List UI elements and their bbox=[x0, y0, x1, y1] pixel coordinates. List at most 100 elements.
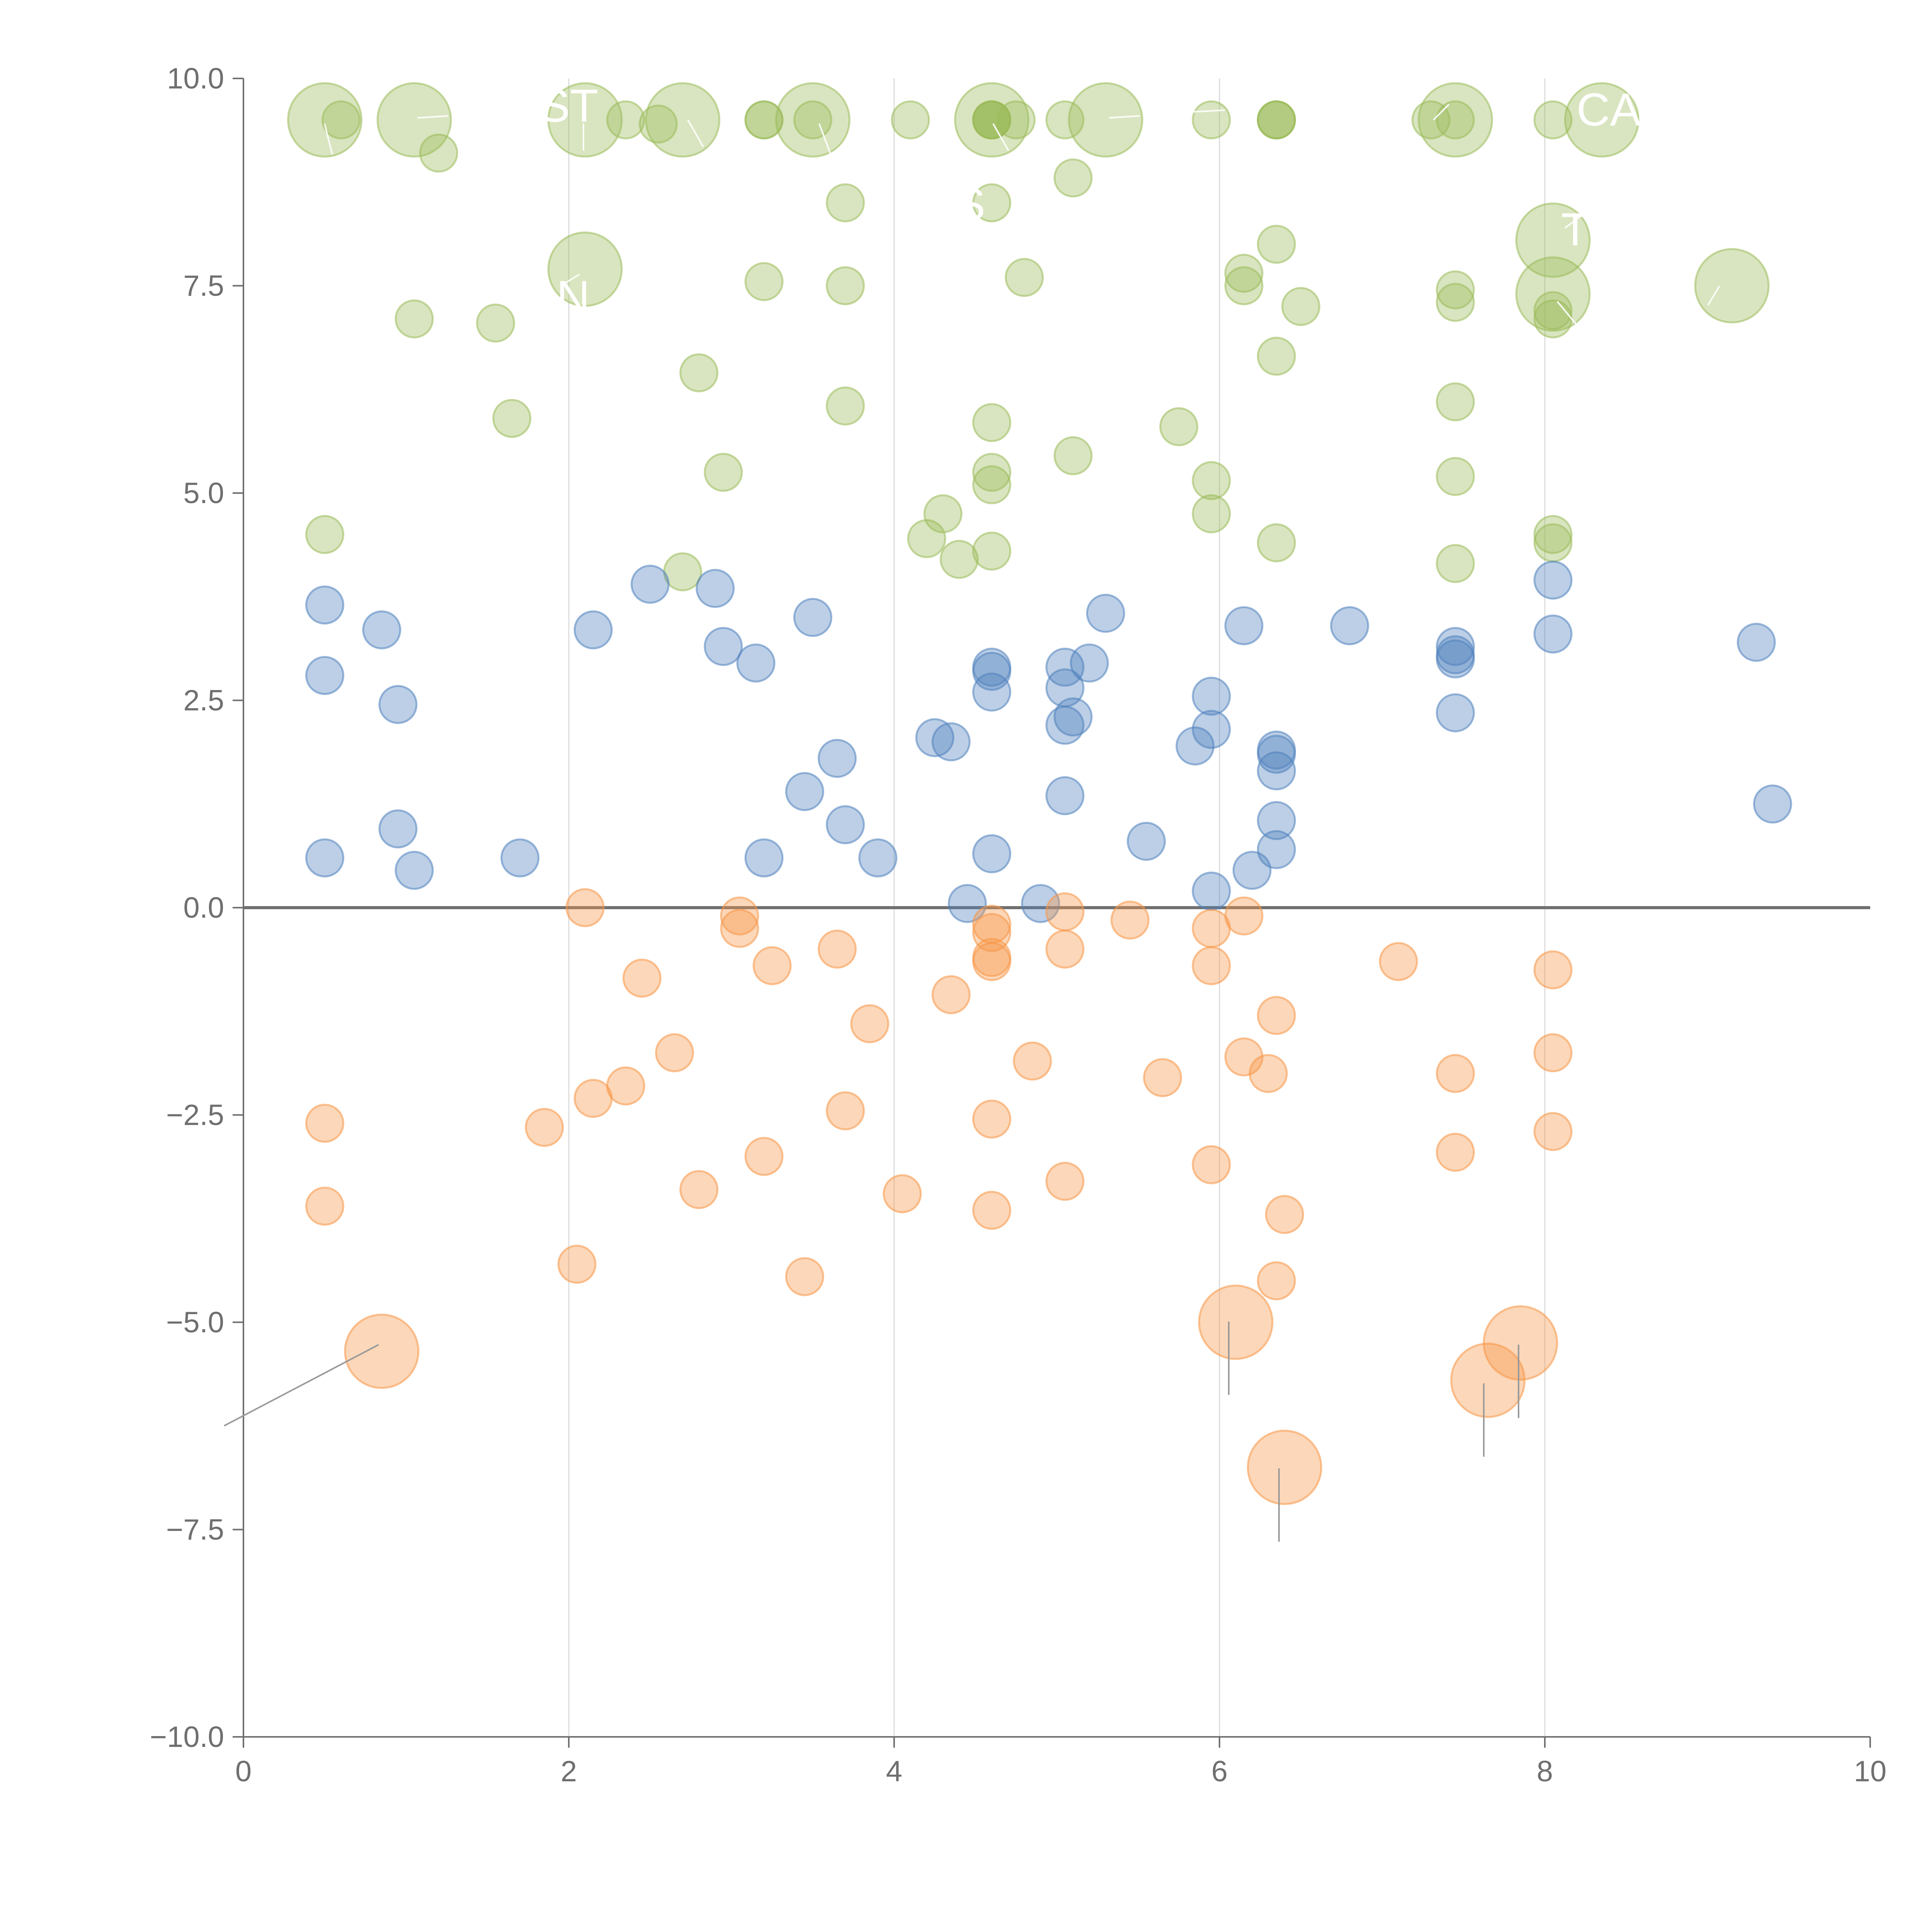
large-data-point bbox=[1515, 256, 1591, 332]
data-point bbox=[1257, 996, 1296, 1035]
data-point bbox=[826, 386, 865, 426]
leader-layer bbox=[224, 104, 1720, 1542]
data-point bbox=[1257, 751, 1296, 791]
large-data-point bbox=[547, 231, 623, 307]
y-tick-label: −7.5 bbox=[166, 1514, 224, 1546]
y-tick-label: 5.0 bbox=[183, 477, 224, 510]
large-data-point bbox=[287, 82, 362, 158]
x-tick-label: 8 bbox=[1537, 1755, 1553, 1788]
data-point bbox=[1257, 224, 1296, 264]
data-point bbox=[1224, 896, 1264, 935]
label-leader-line bbox=[224, 1344, 379, 1427]
data-point bbox=[1533, 1033, 1573, 1073]
data-point bbox=[1224, 253, 1264, 293]
bubble-label: S bbox=[954, 179, 985, 230]
data-point bbox=[305, 1104, 344, 1143]
data-point bbox=[1013, 1041, 1052, 1081]
data-point bbox=[1435, 627, 1475, 666]
data-point bbox=[1005, 258, 1044, 297]
data-point bbox=[1248, 1054, 1288, 1093]
data-point bbox=[565, 888, 605, 927]
data-point bbox=[419, 133, 458, 173]
data-point bbox=[1045, 100, 1085, 139]
data-point bbox=[744, 262, 784, 301]
label-leader-line bbox=[687, 119, 704, 147]
data-point bbox=[1265, 1195, 1304, 1234]
label-leader-line bbox=[992, 123, 1009, 151]
large-data-point bbox=[1068, 82, 1143, 158]
data-point bbox=[1110, 900, 1150, 940]
large-data-point bbox=[1694, 248, 1770, 323]
data-point bbox=[997, 100, 1036, 139]
x-tick-label: 4 bbox=[886, 1755, 902, 1788]
data-point bbox=[931, 722, 971, 762]
large-data-point bbox=[1247, 1430, 1322, 1505]
label-leader-line bbox=[417, 115, 449, 119]
data-point bbox=[1045, 892, 1085, 932]
data-point bbox=[972, 465, 1012, 505]
data-point bbox=[785, 1257, 824, 1296]
data-point bbox=[793, 598, 832, 637]
bubble-label: W bbox=[423, 455, 467, 507]
data-point bbox=[785, 772, 824, 811]
data-point bbox=[972, 942, 1012, 981]
data-point bbox=[500, 838, 540, 878]
data-point bbox=[1533, 100, 1573, 139]
data-point bbox=[793, 100, 832, 139]
data-point bbox=[679, 353, 719, 393]
large-data-point bbox=[376, 82, 452, 158]
x-tick-label: 10 bbox=[1854, 1755, 1887, 1788]
data-point bbox=[1045, 648, 1085, 687]
data-point bbox=[972, 1099, 1012, 1139]
large-data-point bbox=[775, 82, 850, 158]
data-point bbox=[744, 1137, 784, 1176]
data-point bbox=[1379, 942, 1418, 981]
data-point bbox=[1435, 282, 1475, 322]
data-point bbox=[606, 1066, 645, 1105]
large-data-point bbox=[1417, 82, 1493, 158]
data-point bbox=[1045, 1162, 1085, 1201]
data-point bbox=[492, 399, 532, 438]
data-point bbox=[720, 896, 759, 935]
data-point bbox=[1159, 407, 1199, 446]
data-point bbox=[826, 183, 865, 223]
y-tick-label: 10.0 bbox=[167, 62, 224, 95]
data-point bbox=[752, 946, 792, 985]
label-leader-line bbox=[1433, 104, 1450, 121]
data-point bbox=[1086, 594, 1125, 633]
data-point bbox=[858, 838, 898, 878]
x-tick-label: 6 bbox=[1211, 1755, 1228, 1788]
data-point bbox=[1257, 1261, 1296, 1301]
axis-layer: 10.0 7.5 5.0 2.5 0.0 −2.5 −5.0 −7.5 −10.0 0 2 4 6 8 10 bbox=[150, 62, 1887, 1788]
y-tick-label: −2.5 bbox=[166, 1099, 224, 1132]
label-leader-line bbox=[1556, 301, 1577, 325]
x-tick-label: 0 bbox=[235, 1755, 252, 1788]
large-data-point bbox=[1483, 1305, 1558, 1381]
data-point bbox=[736, 643, 776, 683]
data-point bbox=[557, 1245, 597, 1284]
data-point bbox=[826, 1091, 865, 1131]
data-point bbox=[1053, 697, 1093, 736]
data-point bbox=[1533, 614, 1573, 654]
data-point bbox=[378, 809, 418, 849]
data-point bbox=[1281, 287, 1320, 326]
data-point bbox=[1257, 337, 1296, 376]
data-point bbox=[1053, 158, 1093, 198]
data-point bbox=[818, 739, 857, 778]
data-point bbox=[1435, 1133, 1475, 1172]
data-point bbox=[631, 565, 670, 604]
data-point bbox=[972, 834, 1012, 874]
data-point bbox=[1257, 100, 1296, 139]
data-point bbox=[744, 838, 784, 878]
data-point bbox=[305, 1187, 344, 1226]
data-point bbox=[972, 183, 1012, 223]
bubble-label: N bbox=[556, 271, 590, 323]
data-point bbox=[972, 651, 1012, 691]
data-point bbox=[305, 838, 344, 878]
data-point bbox=[1435, 693, 1475, 733]
data-point bbox=[744, 100, 784, 139]
bubble-label: T bbox=[1561, 204, 1589, 255]
data-point bbox=[883, 1174, 922, 1213]
data-point bbox=[1533, 515, 1573, 554]
data-point bbox=[606, 100, 645, 139]
